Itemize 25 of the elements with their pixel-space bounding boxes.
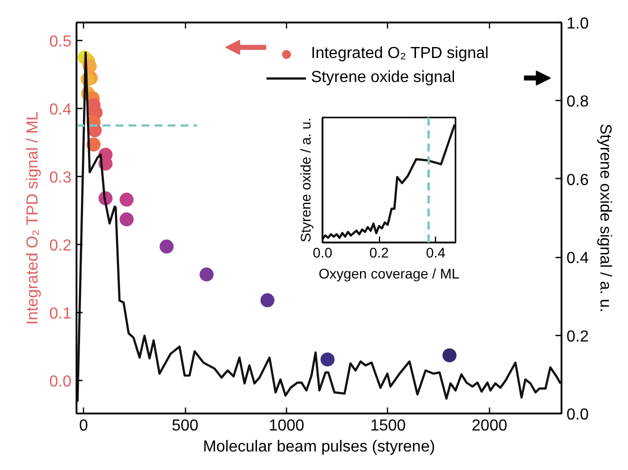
- y2-tick-label: 1.0: [566, 16, 589, 32]
- y-tick-label: 0.3: [49, 170, 72, 187]
- x-tick-label: 2000: [472, 418, 508, 434]
- y-tick-label: 0.0: [49, 374, 72, 391]
- x-axis-title: Molecular beam pulses (styrene): [202, 438, 436, 456]
- y-axis-title: Styrene oxide / a. u.: [298, 118, 314, 242]
- y-tick-label: 0.5: [49, 34, 72, 51]
- x-tick-label: 500: [172, 418, 199, 434]
- legend-label: Integrated O₂ TPD signal: [311, 45, 489, 63]
- y-axis-title: Integrated O₂ TPD signal / ML: [24, 111, 42, 325]
- y-tick-label: 0.4: [49, 102, 72, 119]
- y2-tick-label: 0.8: [566, 94, 589, 111]
- x-tick-label: 0.2: [369, 244, 390, 260]
- x-tick-label: 0: [79, 418, 88, 434]
- x-axis-title: Oxygen coverage / ML: [318, 266, 460, 282]
- y2-tick-label: 0.6: [566, 172, 589, 189]
- y-tick-label: 0.1: [49, 306, 72, 323]
- x-tick-label: 1500: [370, 418, 406, 434]
- x-tick-label: 0.4: [426, 244, 446, 260]
- y2-tick-label: 0.2: [566, 328, 589, 346]
- y2-axis-title: Styrene oxide signal / a. u.: [596, 124, 614, 312]
- y2-tick-label: 0.0: [566, 406, 589, 424]
- x-tick-label: 0.0: [312, 244, 332, 260]
- x-tick-label: 1000: [268, 418, 304, 434]
- legend-label: Styrene oxide signal: [311, 69, 456, 87]
